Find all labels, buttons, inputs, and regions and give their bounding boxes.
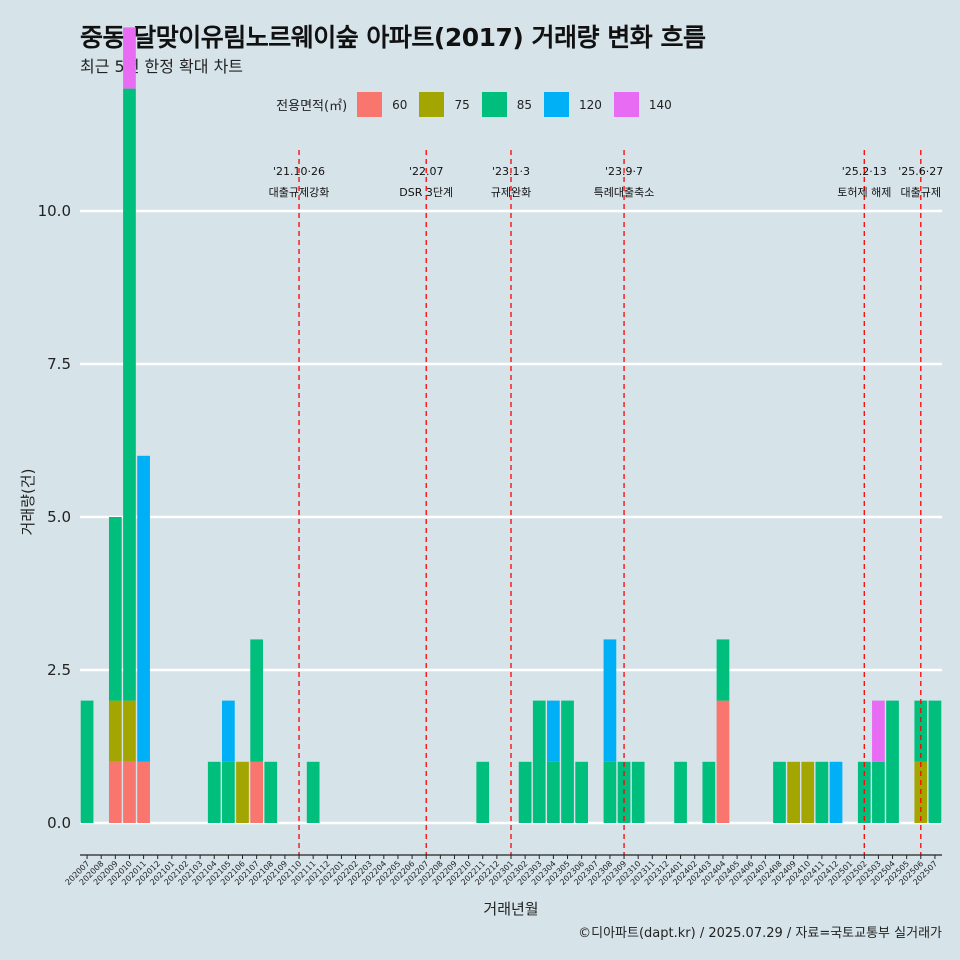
- event-label-0: 대출규제강화: [269, 186, 330, 199]
- bar-202310-85: [631, 761, 645, 823]
- bar-202105-85: [222, 761, 235, 823]
- event-label-3: 특례대출축소: [594, 186, 655, 199]
- chart-subtitle: 최근 5년 한정 확대 차트: [80, 57, 244, 76]
- bar-202010-75: [123, 700, 136, 762]
- bar-202107-85: [250, 639, 263, 762]
- bar-202305-85: [561, 700, 574, 823]
- bar-202308-85: [603, 761, 617, 823]
- bar-202411-85: [815, 761, 829, 823]
- legend-swatch-85: [481, 92, 507, 117]
- bar-202303-85: [532, 700, 546, 823]
- event-annotations: '21.10·26 대출규제강화 '22.07 DSR 3단계 '23.1·3 규제완화 '…: [269, 150, 943, 855]
- y-axis-title: 거래량(건): [19, 469, 37, 536]
- legend-item-60: 60: [357, 92, 407, 117]
- bar-202404-85: [716, 639, 730, 701]
- event-label-1: DSR 3단계: [399, 186, 453, 199]
- bar-202404-60: [716, 700, 730, 823]
- event-date-1: '22.07: [409, 165, 444, 178]
- bar-202007-85: [80, 700, 94, 823]
- bar-202504-85: [886, 700, 899, 823]
- bar-202010-85: [123, 88, 136, 701]
- bar-202107-60: [250, 761, 263, 823]
- bar-202011-120: [137, 455, 150, 762]
- event-date-2: '23.1·3: [492, 165, 530, 178]
- bar-202302-85: [518, 761, 532, 823]
- legend-item-140: 140: [613, 92, 672, 117]
- y-tick-label-0: 0.0: [47, 814, 71, 832]
- grid-lines: [80, 209, 942, 825]
- legend-swatch-60: [357, 92, 383, 117]
- bar-202401-85: [674, 761, 687, 823]
- bar-202409-75: [787, 761, 800, 823]
- legend-label-85: 85: [516, 97, 532, 112]
- event-date-0: '21.10·26: [273, 165, 325, 178]
- legend-swatch-120: [544, 92, 569, 117]
- bar-202010-140: [123, 27, 136, 89]
- event-label-4: 토허제 해제: [837, 185, 891, 199]
- bar-202304-120: [547, 700, 560, 762]
- bar-202106-75: [236, 761, 249, 823]
- bar-202410-75: [801, 761, 815, 823]
- bar-202211-85: [476, 761, 490, 823]
- event-date-3: '23.9·7: [605, 165, 643, 178]
- bar-202009-75: [108, 700, 122, 762]
- bar-202306-85: [575, 761, 589, 823]
- event-date-4: '25.2·13: [842, 165, 887, 178]
- event-label-5: 대출규제: [901, 186, 941, 199]
- legend-label-120: 120: [579, 97, 602, 112]
- y-tick-label-3: 7.5: [47, 355, 71, 373]
- bar-202104-85: [207, 761, 221, 823]
- legend-title: 전용면적(㎡): [276, 99, 348, 114]
- legend-swatch-75: [419, 92, 445, 117]
- bar-202108-85: [264, 761, 278, 823]
- y-tick-label-1: 2.5: [47, 661, 71, 679]
- bar-202010-60: [123, 761, 136, 823]
- legend-label-75: 75: [454, 97, 470, 112]
- legend-item-75: 75: [419, 92, 470, 117]
- x-axis-title: 거래년월: [483, 900, 538, 918]
- y-tick-label-4: 10.0: [38, 202, 71, 220]
- event-date-5: '25.6·27: [898, 165, 943, 178]
- bar-202408-85: [773, 761, 786, 823]
- legend-item-85: 85: [481, 92, 532, 117]
- bar-202105-120: [222, 700, 235, 762]
- caption: ©디아파트(dapt.kr) / 2025.07.29 / 자료=국토교통부 실…: [578, 926, 942, 941]
- bar-202503-85: [872, 761, 885, 823]
- bar-202507-85: [928, 700, 942, 823]
- legend-swatch-140: [613, 92, 639, 117]
- bar-202011-60: [137, 761, 150, 823]
- y-tick-label-2: 5.0: [47, 508, 71, 526]
- bar-202304-85: [547, 761, 560, 823]
- bar-202412-120: [829, 761, 843, 823]
- event-label-2: 규제완화: [491, 186, 531, 199]
- legend-label-140: 140: [648, 97, 672, 112]
- legend-label-60: 60: [392, 97, 408, 112]
- bar-202009-85: [108, 517, 122, 701]
- chart-title: 중동 달맞이유림노르웨이숲 아파트(2017) 거래량 변화 흐름: [80, 23, 706, 52]
- legend: 전용면적(㎡) 60 75 85 120 140: [0, 92, 960, 117]
- bar-202403-85: [702, 761, 716, 823]
- bar-202009-60: [108, 761, 122, 823]
- bar-202111-85: [306, 761, 320, 823]
- bar-202506-85: [914, 700, 928, 762]
- bars: [80, 27, 942, 823]
- legend-item-120: 120: [544, 92, 602, 117]
- bar-202308-120: [603, 639, 617, 762]
- bar-202503-140: [872, 700, 885, 762]
